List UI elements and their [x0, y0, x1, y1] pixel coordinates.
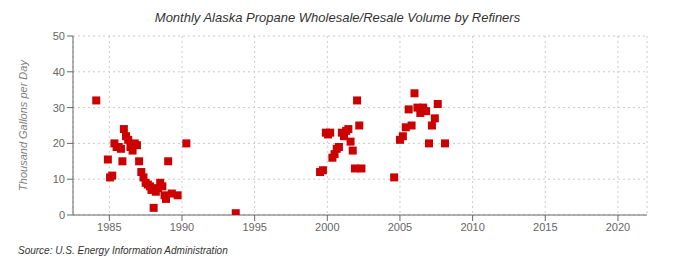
- svg-text:30: 30: [53, 102, 65, 114]
- svg-text:2010: 2010: [460, 221, 484, 233]
- svg-text:10: 10: [53, 173, 65, 185]
- svg-text:1995: 1995: [242, 221, 266, 233]
- svg-text:2020: 2020: [606, 221, 630, 233]
- svg-text:20: 20: [53, 137, 65, 149]
- svg-text:1985: 1985: [97, 221, 121, 233]
- html-text:Monthly Alaska Propane Wholesa: Monthly Alaska Propane Wholesale/Resale …: [154, 10, 521, 25]
- html-text:Source: U.S. Energy Informatio: Source: U.S. Energy Information Administ…: [18, 245, 228, 256]
- svg-text:2000: 2000: [315, 221, 339, 233]
- svg-text:0: 0: [59, 209, 65, 221]
- svg-text:2015: 2015: [533, 221, 557, 233]
- svg-text:40: 40: [53, 66, 65, 78]
- svg-text:50: 50: [53, 30, 65, 42]
- svg-text:2005: 2005: [388, 221, 412, 233]
- svg-text:Thousand Gallons per Day: Thousand Gallons per Day: [17, 59, 29, 191]
- svg-text:1990: 1990: [170, 221, 194, 233]
